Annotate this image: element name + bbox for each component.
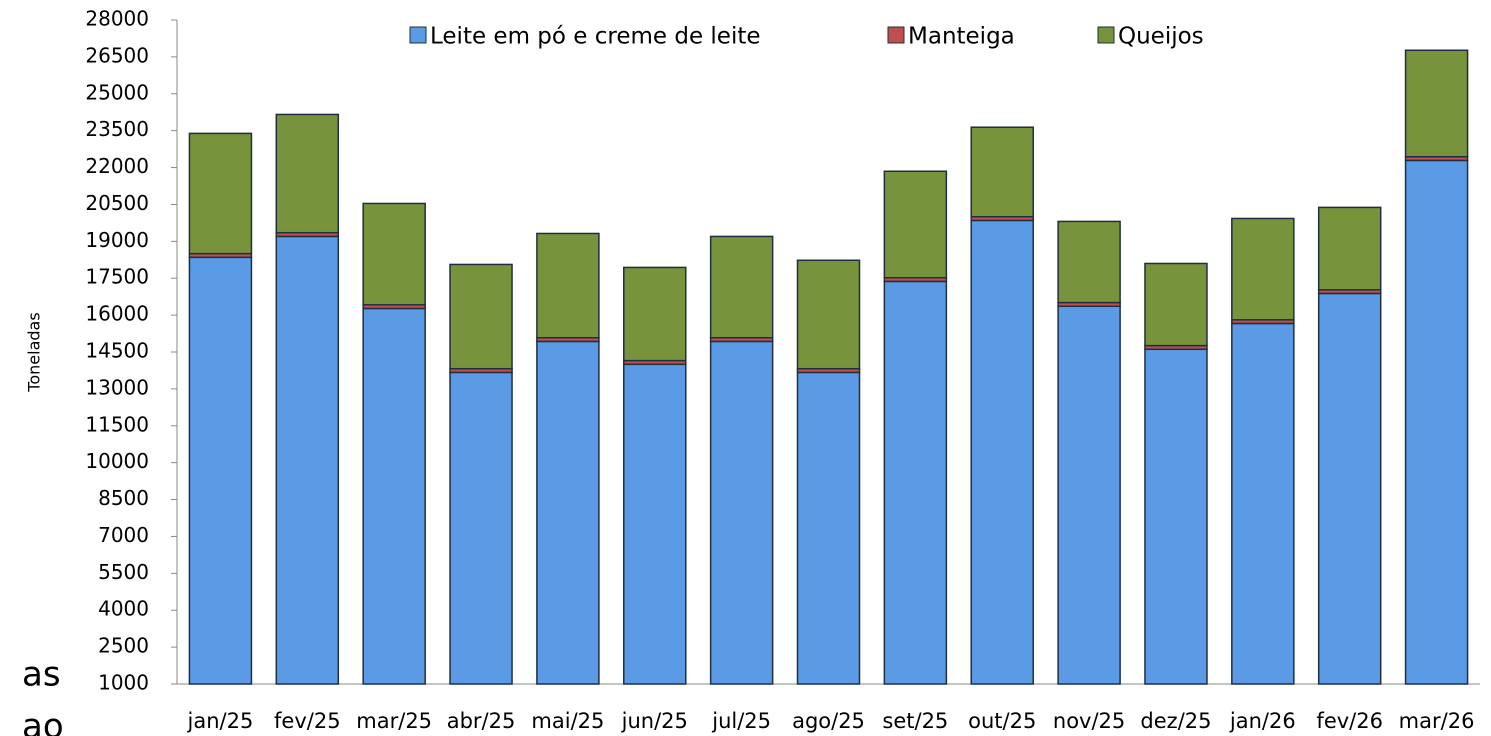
x-tick-label: jun/25 — [621, 709, 688, 733]
x-tick-label: jul/25 — [711, 709, 771, 733]
y-tick-label: 20500 — [85, 191, 149, 215]
legend-swatch — [409, 26, 427, 44]
bar-segment — [449, 371, 513, 685]
x-tick-label: dez/25 — [1140, 709, 1211, 733]
bar-segment — [188, 132, 253, 255]
bar-segment — [970, 219, 1034, 685]
bar-segment — [796, 259, 861, 370]
y-tick-label: 22000 — [85, 154, 149, 178]
y-tick-label: 2500 — [98, 634, 149, 658]
x-tick-label: nov/25 — [1053, 709, 1125, 733]
y-tick-label: 8500 — [98, 486, 149, 510]
y-tick-label: 13000 — [85, 375, 149, 399]
legend-swatch — [1097, 26, 1115, 44]
y-axis-label: Toneladas — [25, 312, 44, 392]
y-tick-label: 11500 — [85, 412, 149, 436]
text-fragment: as — [22, 655, 61, 695]
x-tick-label: jan/25 — [187, 709, 254, 733]
bar-segment — [536, 340, 600, 685]
y-tick-label: 25000 — [85, 80, 149, 104]
text-fragment: ao — [22, 707, 64, 736]
y-tick-label: 1000 — [98, 671, 149, 695]
x-tick-label: fev/25 — [274, 709, 341, 733]
legend-label: Leite em pó e creme de leite — [430, 24, 761, 50]
y-tick-label: 23500 — [85, 117, 149, 141]
x-tick-label: abr/25 — [447, 709, 516, 733]
bar-segment — [362, 202, 426, 306]
bar-segment — [623, 266, 687, 362]
bar-segment — [449, 263, 513, 370]
bar-segment — [188, 256, 253, 685]
x-tick-label: jan/26 — [1229, 709, 1296, 733]
bar-segment — [883, 280, 948, 685]
bar-segment — [796, 371, 861, 685]
x-tick-label: ago/25 — [792, 709, 865, 733]
x-tick-label: set/25 — [882, 709, 948, 733]
y-tick-label: 10000 — [85, 449, 149, 473]
y-tick-label: 7000 — [98, 523, 149, 547]
y-tick-label: 26500 — [85, 43, 149, 67]
y-tick-label: 4000 — [98, 597, 149, 621]
y-tick-label: 14500 — [85, 339, 149, 363]
bar-segment — [536, 232, 600, 339]
bar-segment — [1144, 348, 1208, 685]
y-tick-label: 16000 — [85, 302, 149, 326]
x-tick-label: out/25 — [968, 709, 1036, 733]
y-tick-label: 28000 — [85, 7, 149, 31]
x-tick-label: mai/25 — [531, 709, 604, 733]
legend-swatch — [887, 26, 905, 44]
bar-segment — [1057, 305, 1121, 685]
x-tick-label: mar/25 — [356, 709, 432, 733]
bar-segment — [275, 235, 340, 685]
bar-segment — [1231, 322, 1295, 685]
x-tick-label: fev/26 — [1316, 709, 1383, 733]
bar-segment — [1144, 262, 1208, 347]
bar-segment — [1317, 292, 1382, 685]
bar-segment — [1404, 159, 1469, 685]
bar-segment — [1057, 220, 1121, 304]
bar-segment — [275, 113, 340, 234]
bar-segment — [970, 126, 1034, 218]
legend-label: Manteiga — [908, 24, 1015, 50]
x-tick-label: mar/26 — [1399, 709, 1475, 733]
bar-segment — [709, 235, 774, 339]
bar-segment — [709, 340, 774, 685]
bar-segment — [1404, 49, 1469, 158]
bar-segment — [1231, 217, 1295, 321]
legend-label: Queijos — [1118, 24, 1204, 50]
y-tick-label: 17500 — [85, 265, 149, 289]
y-tick-label: 19000 — [85, 228, 149, 252]
y-tick-label: 5500 — [98, 560, 149, 584]
bar-segment — [623, 363, 687, 685]
bar-segment — [362, 307, 426, 685]
bar-segment — [883, 170, 948, 279]
bar-segment — [1317, 206, 1382, 291]
